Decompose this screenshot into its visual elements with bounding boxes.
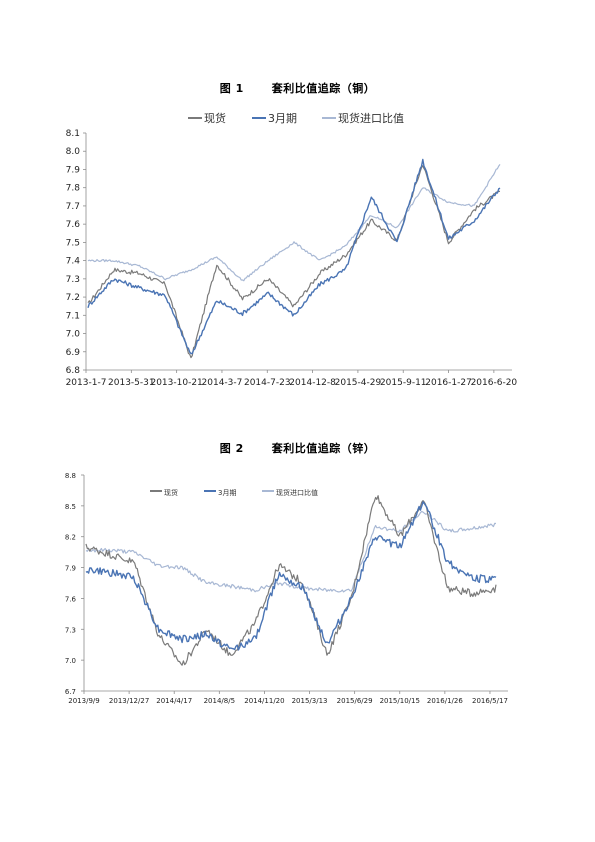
chart-copper: 8.1 8.0 7.9 7.8 7.7 7.6 7.5 7.4 7.3 7.2 7.1 7.0 6.9 6… (66, 112, 518, 388)
x-tick-label: 2015-9-11 (380, 378, 427, 388)
x-tick-label: 2015/6/29 (337, 697, 373, 705)
series-line-spot (87, 165, 501, 359)
figure-2-number: 图 2 (219, 442, 244, 455)
x-tick-label: 2016/1/26 (427, 697, 463, 705)
y-tick-label: 7.8 (66, 184, 81, 194)
y-tick-label: 6.8 (66, 366, 81, 376)
series-line-ratio (87, 164, 501, 282)
x-tick-label: 2016-1-27 (425, 378, 472, 388)
y-tick-label: 7.3 (65, 626, 76, 634)
x-tick-label: 2016/5/17 (472, 697, 508, 705)
x-tick-label: 2014/4/17 (156, 697, 192, 705)
x-tick-label: 2013/9/9 (68, 697, 99, 705)
y-tick-label: 8.8 (65, 472, 76, 480)
y-tick-label: 7.3 (66, 275, 80, 285)
y-tick-label: 7.5 (66, 238, 80, 248)
legend-label-spot: 现货 (204, 112, 226, 125)
x-tick-label: 2013-10-21 (150, 378, 202, 388)
x-tick-label: 2013-1-7 (66, 378, 107, 388)
y-tick-label: 8.0 (66, 147, 81, 157)
x-tick-label: 2013/12/27 (109, 697, 149, 705)
legend-label-m3: 3月期 (268, 112, 297, 125)
figure-2-title: 图 2 套利比值追踪（锌） (0, 440, 595, 456)
y-tick-label: 6.9 (66, 348, 81, 358)
legend-label-ratio: 现货进口比值 (276, 488, 318, 497)
figure-1-title: 图 1 套利比值追踪（铜） (0, 80, 595, 96)
y-tick-label: 8.1 (66, 129, 80, 139)
x-tick-label: 2016-6-20 (471, 378, 518, 388)
x-tick-label: 2014/11/20 (244, 697, 284, 705)
series-line-m3 (85, 501, 497, 651)
y-tick-label: 6.7 (65, 688, 76, 696)
figure-1-number: 图 1 (219, 82, 244, 95)
y-tick-label: 7.4 (66, 257, 81, 267)
legend-label-ratio: 现货进口比值 (338, 112, 404, 125)
y-tick-label: 7.6 (65, 595, 77, 603)
x-tick-label: 2015/3/13 (292, 697, 328, 705)
legend-label-spot: 现货 (164, 488, 178, 497)
figure-1-caption: 套利比值追踪（铜） (271, 82, 376, 95)
x-tick-label: 2015-4-29 (335, 378, 382, 388)
y-tick-label: 7.6 (66, 220, 81, 230)
figure-2-caption: 套利比值追踪（锌） (271, 442, 376, 455)
series-line-m3 (87, 158, 501, 355)
y-tick-label: 8.2 (65, 534, 76, 542)
x-tick-label: 2014-12-8 (289, 378, 336, 388)
y-tick-label: 7.7 (66, 202, 80, 212)
y-tick-label: 7.0 (66, 330, 81, 340)
y-tick-label: 8.5 (65, 503, 76, 511)
x-tick-label: 2013-5-31 (108, 378, 155, 388)
y-tick-label: 7.0 (65, 657, 76, 665)
y-tick-label: 7.2 (66, 293, 80, 303)
x-tick-label: 2014-3-7 (202, 378, 243, 388)
x-tick-label: 2015/10/15 (380, 697, 420, 705)
y-tick-label: 7.1 (66, 311, 80, 321)
x-tick-label: 2014/8/5 (204, 697, 235, 705)
legend-label-m3: 3月期 (218, 489, 236, 497)
y-tick-label: 7.9 (65, 565, 76, 573)
y-tick-label: 7.9 (66, 165, 81, 175)
x-tick-label: 2014-7-23 (244, 378, 291, 388)
